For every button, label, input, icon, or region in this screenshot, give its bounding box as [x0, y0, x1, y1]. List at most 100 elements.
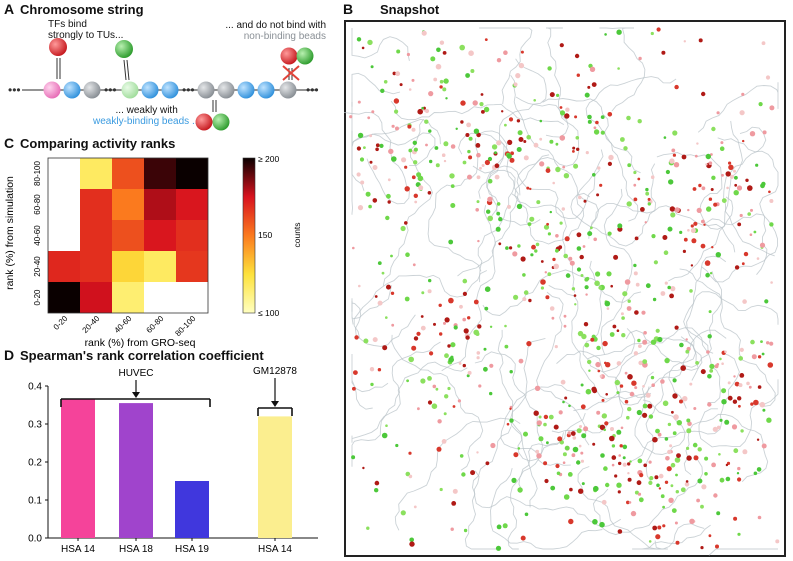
tf-particle — [607, 231, 612, 236]
tf-particle — [676, 420, 682, 426]
tf-particle — [665, 169, 670, 175]
chromatin-fiber — [697, 82, 779, 133]
tf-particle — [476, 451, 479, 454]
tf-particle — [709, 272, 713, 275]
tf-particle — [633, 351, 639, 356]
tf-particle — [417, 108, 423, 115]
tf-particle — [487, 178, 493, 184]
tf-particle — [413, 147, 418, 152]
tf-particle — [375, 143, 380, 148]
tf-particle — [711, 175, 716, 180]
panel-c-letter: C — [4, 135, 15, 151]
tf-particle — [700, 369, 706, 375]
tf-particle — [462, 160, 467, 165]
tf-particle — [359, 157, 365, 162]
note-non-line2: non-binding beads — [243, 31, 326, 42]
tf-particle — [604, 300, 611, 307]
tf-particle — [609, 435, 615, 442]
tf-particle — [442, 51, 447, 55]
tf-particle — [750, 402, 754, 406]
tf-particle — [377, 368, 382, 372]
tf-particle — [701, 91, 706, 97]
tf-particle — [507, 204, 511, 209]
chromatin-fiber — [723, 126, 775, 257]
tf-particle — [656, 27, 661, 32]
heatmap-cell — [48, 158, 80, 189]
tf-particle — [395, 443, 399, 448]
tf-particle — [651, 234, 656, 239]
tf-particle — [503, 50, 508, 55]
tf-particle — [682, 249, 686, 253]
panel-d-title: Spearman's rank correlation coefficient — [20, 348, 264, 363]
tf-particle — [605, 362, 611, 368]
tf-particle — [740, 429, 744, 433]
tf-particle — [643, 331, 647, 335]
tf-particle — [362, 466, 365, 470]
tf-particle — [547, 272, 552, 277]
cross-mark — [282, 65, 300, 81]
tf-particle — [664, 281, 668, 285]
tf-particle — [465, 73, 470, 78]
tf-particle — [662, 400, 669, 407]
tf-particle — [513, 452, 519, 458]
tf-particle — [671, 508, 677, 513]
tf-particle — [627, 472, 630, 475]
tf-particle — [753, 471, 758, 476]
panel-a-title: Chromosome string — [20, 2, 144, 17]
tf-particle — [667, 226, 673, 232]
tf-particle — [385, 424, 388, 428]
bar-1 — [61, 399, 95, 538]
tf-particle — [770, 281, 773, 284]
tf-particle — [620, 312, 624, 316]
tf-particle — [617, 223, 623, 229]
tf-particle — [605, 482, 610, 488]
heatmap-cell — [144, 282, 176, 313]
tf-particle — [461, 472, 466, 477]
tf-particle — [411, 175, 416, 180]
tf-particle — [538, 436, 544, 442]
tf-particle — [676, 453, 681, 458]
tf-particle — [354, 335, 359, 340]
tf-particle — [665, 456, 670, 461]
tf-particle — [584, 342, 590, 348]
tf-particle — [441, 439, 447, 444]
chromatin-fiber — [510, 74, 599, 230]
tf-particle — [607, 112, 613, 117]
tf-particle — [486, 209, 491, 214]
heatmap-cell — [48, 251, 80, 282]
tf-particle — [358, 284, 361, 288]
tf-particle — [418, 185, 424, 191]
tf-particle — [698, 183, 702, 188]
heatmap-ytick: 0-20 — [33, 289, 42, 306]
tf-particle — [509, 418, 514, 423]
tf-particle — [508, 117, 514, 122]
tf-particle — [661, 50, 666, 55]
tf-particle — [458, 362, 462, 365]
tf-particle — [670, 462, 676, 468]
binding-line — [126, 59, 130, 81]
tf-particle — [587, 119, 592, 124]
tf-particle — [721, 388, 727, 394]
tf-particle — [598, 285, 603, 290]
tf-particle — [712, 426, 718, 432]
tf-particle — [568, 518, 574, 525]
tf-particle — [743, 251, 749, 257]
tf-particle — [607, 161, 612, 166]
tf-particle — [477, 239, 480, 243]
tf-particle — [674, 325, 679, 330]
tf-particle — [381, 271, 385, 275]
bar-xtick-label: HSA 14 — [61, 544, 95, 555]
tf-particle — [622, 291, 628, 297]
tf-particle — [386, 193, 391, 199]
tf-particle — [596, 410, 601, 415]
tf-particle — [543, 461, 548, 466]
tf-particle — [437, 419, 442, 424]
tf-particle — [706, 206, 712, 212]
chromatin-fiber — [351, 341, 441, 467]
tf-particle — [634, 490, 639, 495]
tf-particle — [711, 246, 714, 249]
tf-particle — [563, 324, 567, 328]
tf-particle — [626, 500, 630, 505]
tf-particle — [637, 177, 641, 181]
tf-particle — [445, 97, 448, 100]
